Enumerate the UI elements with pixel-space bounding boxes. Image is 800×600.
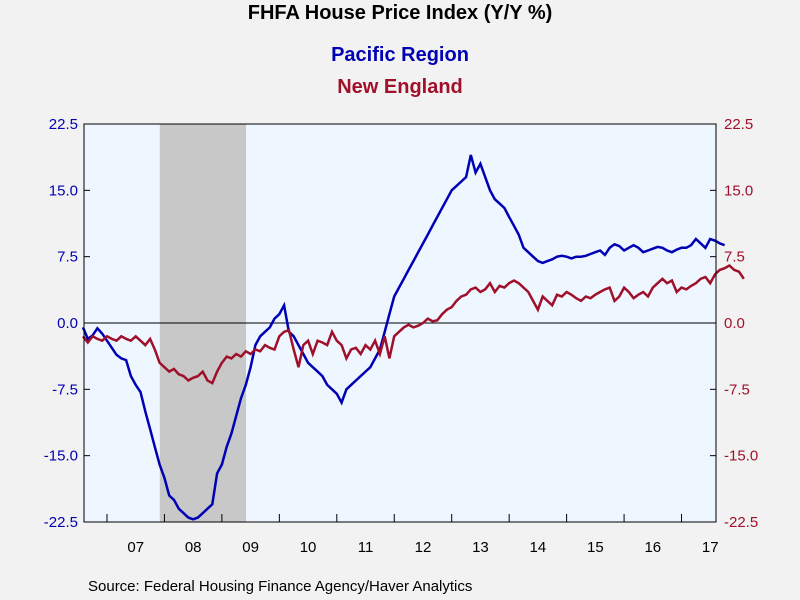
y-tick-label-right: 15.0 [724, 182, 753, 199]
chart-title: FHFA House Price Index (Y/Y %) [247, 2, 553, 24]
y-tick-label-right: -15.0 [724, 448, 758, 465]
series-line-new-england [82, 263, 745, 385]
x-tick-label: 08 [185, 539, 202, 556]
x-tick-label: 09 [242, 539, 259, 556]
y-tick-label-left: -22.5 [44, 514, 78, 531]
y-axis-left: 22.5 15.0 7.5 0.0 -7.5 -15.0 -22.5 [44, 116, 90, 531]
y-tick-label-left: 15.0 [49, 182, 78, 199]
legend-pacific-region: Pacific Region [331, 44, 469, 66]
y-tick-label-left: -15.0 [44, 448, 78, 465]
y-tick-label-right: -22.5 [724, 514, 758, 531]
x-tick-label: 11 [358, 539, 374, 556]
y-tick-label-left: 7.5 [57, 249, 78, 266]
x-tick-label: 16 [644, 539, 661, 556]
y-tick-label-left: 22.5 [49, 116, 78, 133]
y-tick-label-right: -7.5 [724, 381, 750, 398]
x-tick-label: 17 [702, 539, 719, 556]
x-tick-label: 10 [300, 539, 317, 556]
x-tick-label: 07 [127, 539, 144, 556]
series-line-pacific-region [81, 154, 726, 521]
plot-frame [83, 123, 717, 523]
y-tick-label-right: 7.5 [724, 249, 745, 266]
x-tick-label: 12 [415, 539, 432, 556]
x-tick-label: 15 [587, 539, 604, 556]
legend-new-england: New England [337, 76, 463, 98]
x-axis: 07 08 09 10 11 12 13 14 15 16 17 [106, 514, 719, 556]
source-note: Source: Federal Housing Finance Agency/H… [88, 578, 473, 595]
y-tick-label-left: 0.0 [57, 315, 78, 332]
x-tick-label: 13 [472, 539, 489, 556]
x-tick-label: 14 [530, 539, 547, 556]
y-tick-label-right: 22.5 [724, 116, 753, 133]
y-tick-label-right: 0.0 [724, 315, 745, 332]
y-tick-label-left: -7.5 [52, 381, 78, 398]
y-axis-right: 22.5 15.0 7.5 0.0 -7.5 -15.0 -22.5 [710, 116, 758, 531]
